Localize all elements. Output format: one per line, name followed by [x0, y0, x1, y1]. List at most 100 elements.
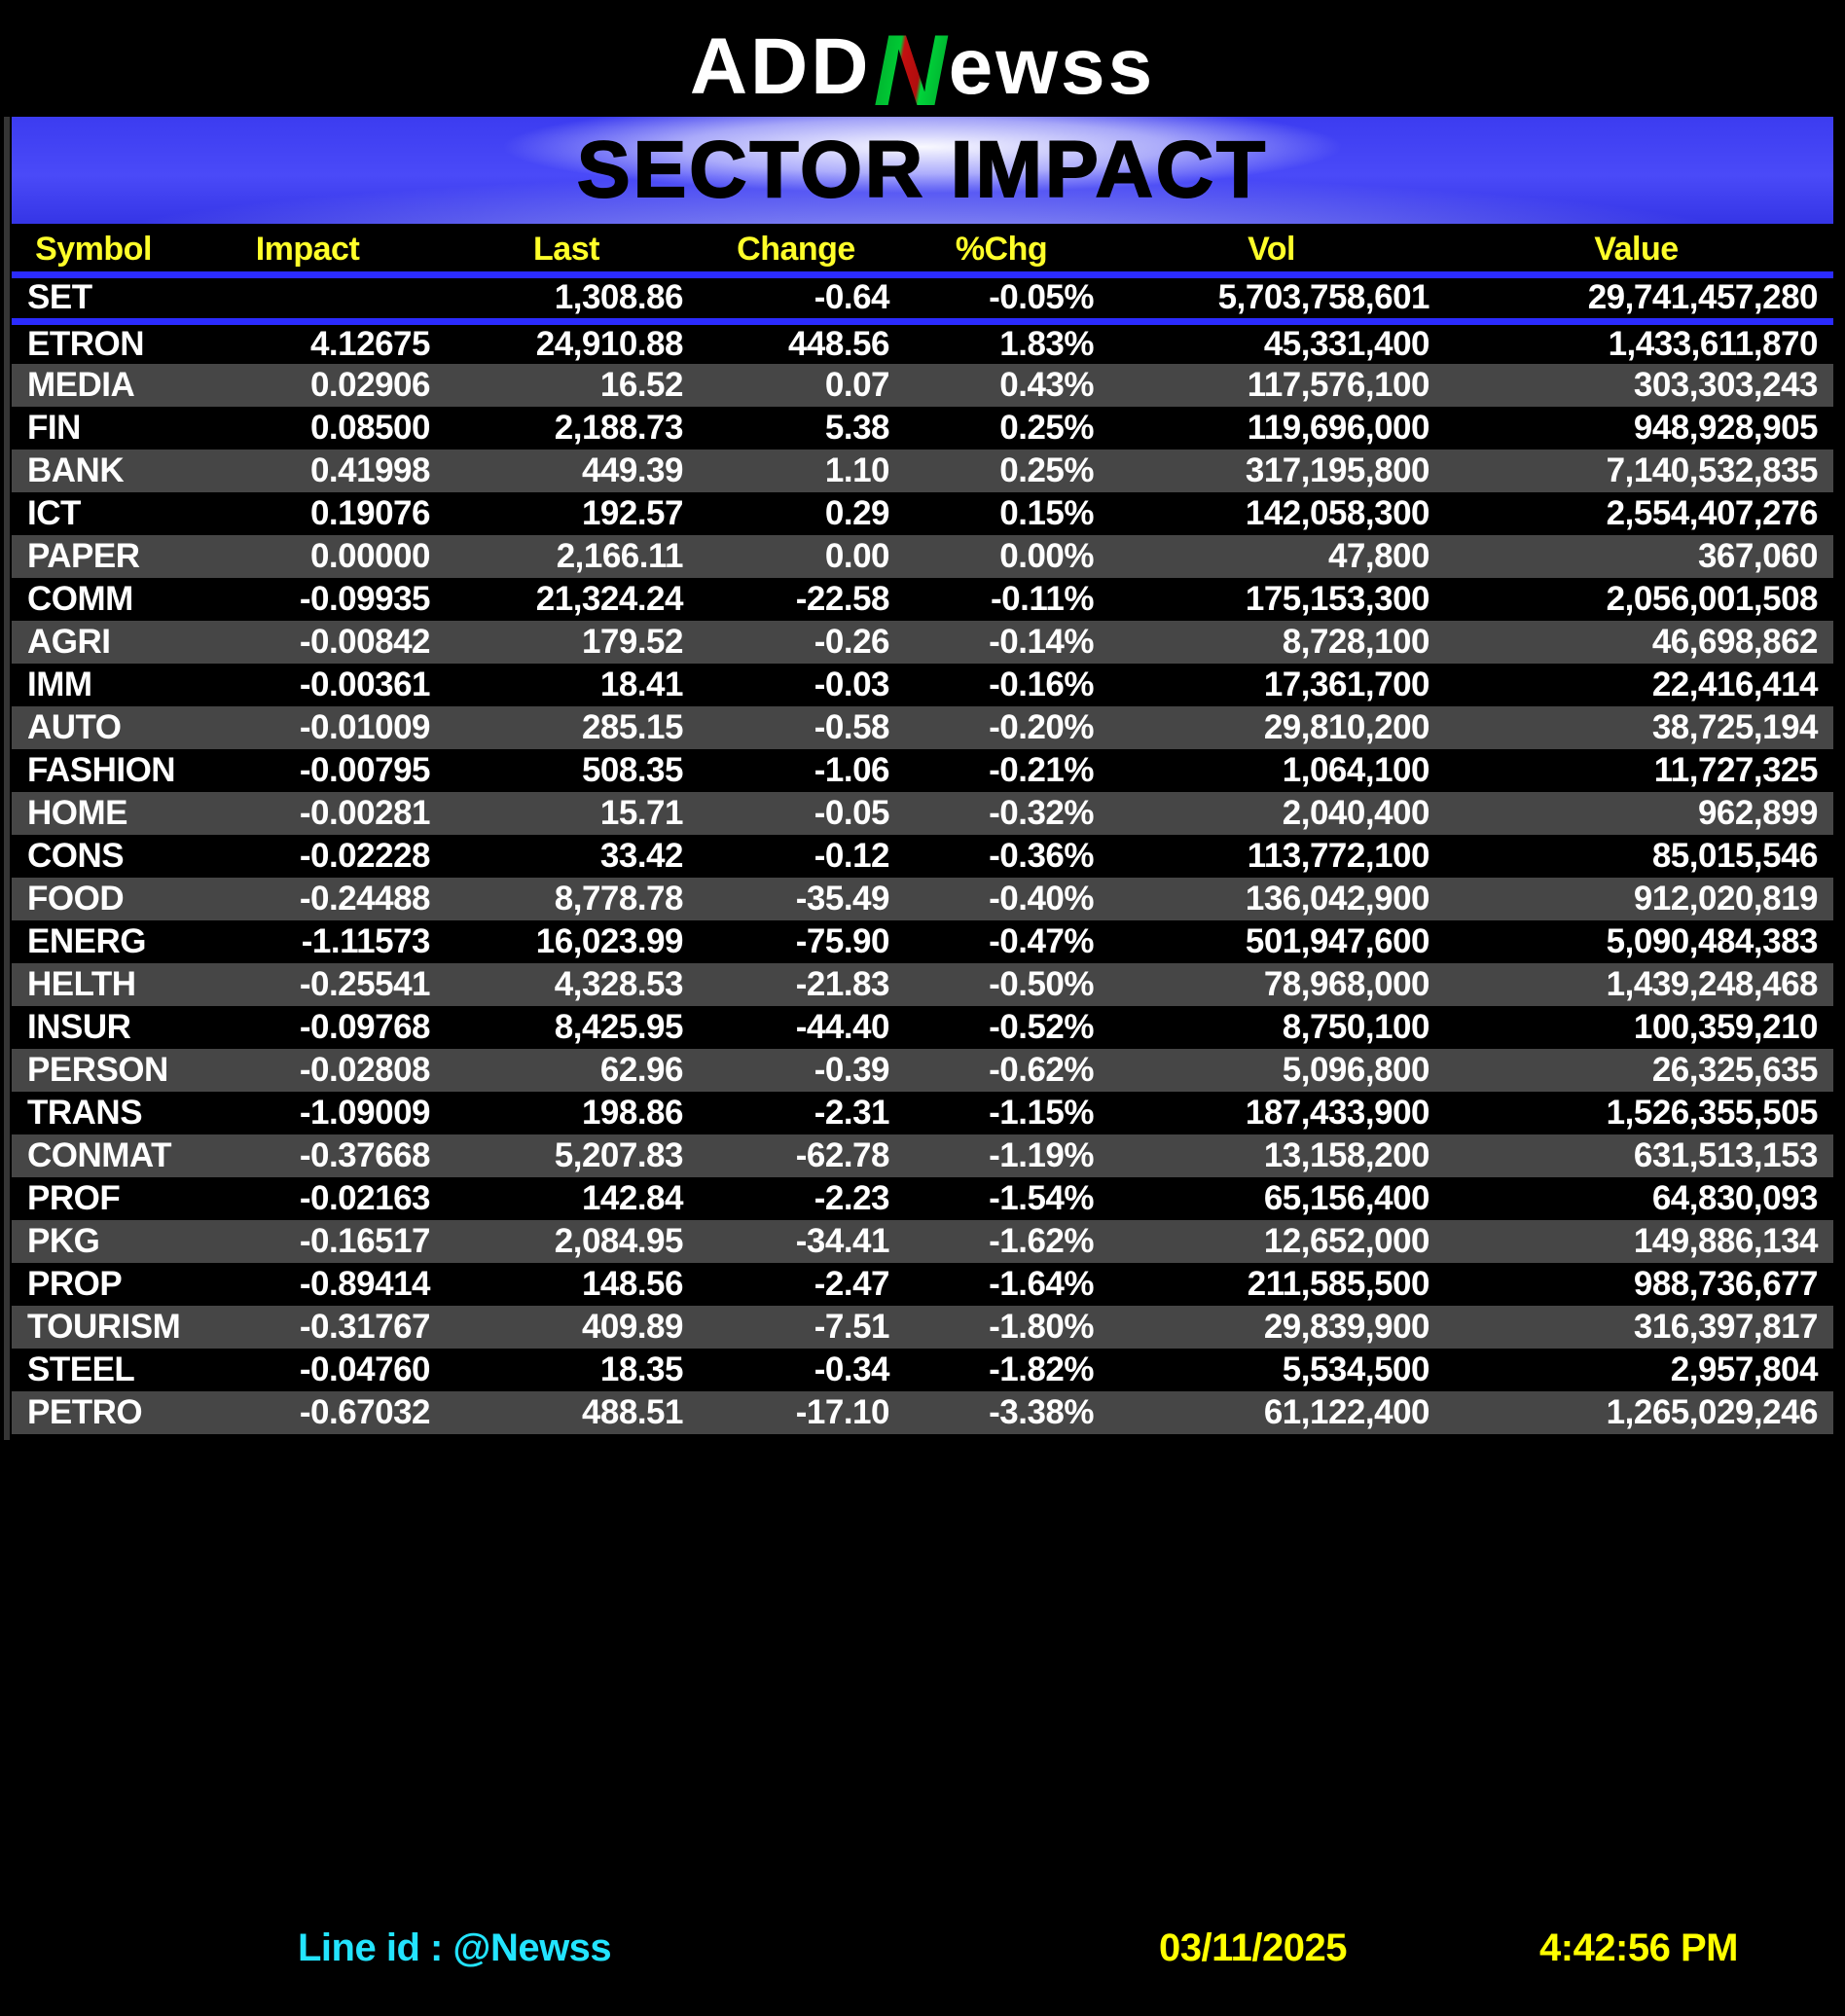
value-cell: 1,433,611,870 [1608, 324, 1819, 363]
impact-cell: -0.00281 [299, 794, 431, 832]
impact-cell: -0.00361 [299, 666, 431, 703]
line-id-label: Line id : @Newss [298, 1926, 612, 1969]
change-cell: -21.83 [795, 965, 890, 1003]
impact-cell: 0.00000 [309, 537, 431, 575]
last-cell: 488.51 [581, 1393, 684, 1431]
change-cell: -0.58 [814, 708, 890, 746]
last-cell: 449.39 [581, 451, 684, 489]
change-cell: -7.51 [814, 1308, 890, 1346]
pchg-cell: -3.38% [989, 1393, 1094, 1431]
symbol-cell: COMM [27, 580, 133, 618]
impact-cell: -0.02808 [299, 1051, 431, 1089]
table-row: STEEL -0.04760 18.35 -0.34 -1.82% 5,534,… [12, 1349, 1833, 1391]
col-header-change: Change [737, 230, 855, 268]
value-cell: 1,439,248,468 [1606, 965, 1819, 1003]
pchg-cell: 0.25% [999, 451, 1094, 489]
change-cell: 448.56 [787, 324, 890, 363]
value-cell: 5,090,484,383 [1606, 922, 1819, 960]
table-row: COMM -0.09935 21,324.24 -22.58 -0.11% 17… [12, 578, 1833, 621]
change-cell: -0.64 [814, 278, 890, 316]
pchg-cell: -1.80% [989, 1308, 1094, 1346]
col-header-vol: Vol [1248, 230, 1295, 268]
value-cell: 2,957,804 [1670, 1350, 1819, 1388]
vol-cell: 12,652,000 [1263, 1222, 1430, 1260]
value-cell: 988,736,677 [1633, 1265, 1819, 1303]
col-header-impact: Impact [255, 230, 360, 268]
symbol-cell: IMM [27, 666, 92, 703]
sector-rows: ETRON 4.12675 24,910.88 448.56 1.83% 45,… [12, 321, 1833, 1434]
change-cell: -0.03 [814, 666, 890, 703]
table-row: HOME -0.00281 15.71 -0.05 -0.32% 2,040,4… [12, 792, 1833, 835]
impact-cell: -1.09009 [299, 1094, 431, 1132]
table-header: Symbol Impact Last Change %Chg Vol Value [12, 228, 1833, 274]
vol-cell: 61,122,400 [1263, 1393, 1430, 1431]
last-cell: 18.41 [599, 666, 684, 703]
vol-cell: 5,703,758,601 [1217, 278, 1430, 316]
vol-cell: 317,195,800 [1245, 451, 1430, 489]
impact-cell: -0.09935 [299, 580, 431, 618]
vol-cell: 29,839,900 [1263, 1308, 1430, 1346]
value-cell: 85,015,546 [1651, 837, 1819, 875]
symbol-cell: FOOD [27, 880, 125, 918]
vol-cell: 187,433,900 [1245, 1094, 1430, 1132]
impact-cell: 0.41998 [309, 451, 431, 489]
last-cell: 2,166.11 [556, 537, 684, 575]
symbol-cell: HOME [27, 794, 128, 832]
impact-cell: -0.02163 [299, 1179, 431, 1217]
pchg-cell: 1.83% [999, 324, 1094, 363]
pchg-cell: -0.20% [989, 708, 1094, 746]
table-row: CONMAT -0.37668 5,207.83 -62.78 -1.19% 1… [12, 1134, 1833, 1177]
vol-cell: 501,947,600 [1245, 922, 1430, 960]
value-cell: 100,359,210 [1633, 1008, 1819, 1046]
vol-cell: 8,750,100 [1282, 1008, 1430, 1046]
impact-cell: -0.89414 [299, 1265, 431, 1303]
change-cell: -0.39 [814, 1051, 890, 1089]
impact-cell: -0.37668 [299, 1136, 431, 1174]
value-cell: 912,020,819 [1633, 880, 1819, 918]
last-cell: 4,328.53 [554, 965, 684, 1003]
value-cell: 64,830,093 [1651, 1179, 1819, 1217]
last-cell: 142.84 [581, 1179, 684, 1217]
vol-cell: 65,156,400 [1263, 1179, 1430, 1217]
table-row: ENERG -1.11573 16,023.99 -75.90 -0.47% 5… [12, 920, 1833, 963]
symbol-cell: FASHION [27, 751, 176, 789]
pchg-cell: -0.47% [989, 922, 1094, 960]
pchg-cell: -1.54% [989, 1179, 1094, 1217]
last-cell: 8,778.78 [554, 880, 684, 918]
impact-cell [175, 274, 440, 321]
sector-impact-table: Symbol Impact Last Change %Chg Vol Value… [12, 228, 1833, 1434]
table-row: ETRON 4.12675 24,910.88 448.56 1.83% 45,… [12, 321, 1833, 364]
impact-cell: -0.02228 [299, 837, 431, 875]
pchg-cell: -0.50% [989, 965, 1094, 1003]
vol-cell: 78,968,000 [1263, 965, 1430, 1003]
vol-cell: 117,576,100 [1247, 366, 1430, 404]
last-cell: 179.52 [581, 623, 684, 661]
col-header-pchg: %Chg [955, 230, 1048, 268]
pchg-cell: 0.43% [999, 366, 1094, 404]
symbol-cell: FIN [27, 409, 81, 447]
pchg-cell: -1.82% [989, 1350, 1094, 1388]
pchg-cell: 0.00% [999, 537, 1094, 575]
table-row: FIN 0.08500 2,188.73 5.38 0.25% 119,696,… [12, 407, 1833, 450]
vol-cell: 211,585,500 [1247, 1265, 1430, 1303]
value-cell: 948,928,905 [1633, 409, 1819, 447]
value-cell: 2,554,407,276 [1606, 494, 1819, 532]
vol-cell: 29,810,200 [1263, 708, 1430, 746]
logo-letter-n: N [873, 15, 947, 127]
impact-cell: 0.08500 [309, 409, 431, 447]
table-row: CONS -0.02228 33.42 -0.12 -0.36% 113,772… [12, 835, 1833, 878]
table-row: HELTH -0.25541 4,328.53 -21.83 -0.50% 78… [12, 963, 1833, 1006]
value-cell: 22,416,414 [1651, 666, 1819, 703]
table-row: AUTO -0.01009 285.15 -0.58 -0.20% 29,810… [12, 706, 1833, 749]
table-row: INSUR -0.09768 8,425.95 -44.40 -0.52% 8,… [12, 1006, 1833, 1049]
left-edge-decorative-line [4, 117, 10, 1440]
footer-date: 03/11/2025 [1159, 1926, 1348, 1969]
table-row: BANK 0.41998 449.39 1.10 0.25% 317,195,8… [12, 450, 1833, 492]
logo-text-add: ADD [689, 22, 872, 111]
last-cell: 62.96 [599, 1051, 684, 1089]
symbol-cell: AUTO [27, 708, 122, 746]
last-cell: 508.35 [581, 751, 684, 789]
vol-cell: 142,058,300 [1245, 494, 1430, 532]
pchg-cell: -0.40% [989, 880, 1094, 918]
